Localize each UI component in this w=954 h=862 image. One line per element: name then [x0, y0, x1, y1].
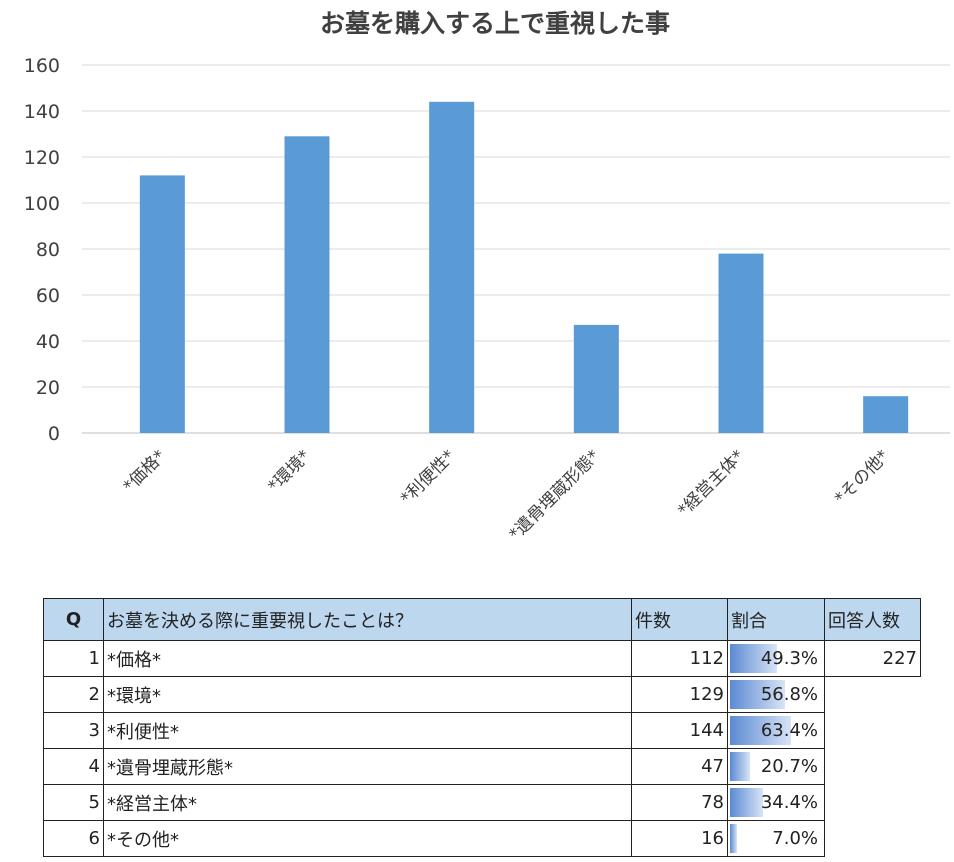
empty-cell	[825, 821, 921, 857]
row-label: *価格*	[103, 640, 632, 677]
row-ratio: 56.8%	[727, 676, 825, 713]
y-tick-label: 160	[24, 55, 60, 77]
row-count: 78	[631, 784, 728, 821]
row-count: 129	[631, 676, 728, 713]
respondents-value: 227	[824, 640, 921, 677]
table-row: 2 *環境* 129 56.8%	[43, 676, 921, 713]
ratio-bar	[730, 752, 750, 781]
bar	[139, 175, 185, 433]
row-ratio: 49.3%	[727, 640, 825, 677]
bar	[718, 253, 764, 433]
row-number: 5	[43, 784, 104, 821]
header-count: 件数	[631, 598, 728, 641]
ratio-value: 56.8%	[760, 684, 818, 705]
results-table: Q お墓を決める際に重要視したことは？ 件数 割合 回答人数 1 *価格* 112 4…	[43, 598, 921, 857]
row-number: 6	[43, 820, 104, 857]
header-ratio: 割合	[727, 598, 825, 641]
row-number: 2	[43, 676, 104, 713]
table-row: 4 *遺骨埋蔵形態* 47 20.7%	[43, 748, 921, 785]
empty-cell	[825, 785, 921, 821]
ratio-bar	[730, 716, 791, 745]
bar-chart: お墓を購入する上で重視した事 0 20 40 60 80 100 120 140 160 *価格…	[24, 9, 950, 545]
ratio-value: 49.3%	[760, 648, 818, 669]
header-respondents: 回答人数	[824, 598, 921, 641]
table-row: 5 *経営主体* 78 34.4%	[43, 784, 921, 821]
empty-cell	[825, 713, 921, 749]
x-tick-label: *経営主体*	[674, 446, 748, 520]
y-axis: 0 20 40 60 80 100 120 140 160	[24, 55, 60, 445]
row-label: *その他*	[103, 820, 632, 857]
y-tick-label: 120	[24, 147, 60, 169]
y-tick-label: 40	[36, 331, 60, 353]
header-q: Q	[43, 598, 104, 641]
row-count: 144	[631, 712, 728, 749]
ratio-bar	[730, 824, 737, 853]
row-ratio: 63.4%	[727, 712, 825, 749]
ratio-value: 34.4%	[760, 792, 818, 813]
bars	[139, 101, 909, 434]
x-tick-label: *価格*	[120, 446, 170, 496]
empty-cell	[825, 677, 921, 713]
row-label: *遺骨埋蔵形態*	[103, 748, 632, 785]
bar	[429, 101, 475, 434]
row-label: *経営主体*	[103, 784, 632, 821]
row-count: 112	[631, 640, 728, 677]
bar	[863, 396, 909, 433]
chart-title: お墓を購入する上で重視した事	[320, 9, 670, 38]
gridlines	[82, 64, 950, 434]
y-tick-label: 80	[36, 239, 60, 261]
ratio-value: 20.7%	[760, 756, 818, 777]
y-tick-label: 140	[24, 101, 60, 123]
header-question: お墓を決める際に重要視したことは？	[103, 598, 632, 641]
table-row: 1 *価格* 112 49.3% 227	[43, 640, 921, 677]
y-tick-label: 60	[36, 285, 60, 307]
table-header-row: Q お墓を決める際に重要視したことは？ 件数 割合 回答人数	[43, 598, 921, 641]
x-tick-label: *その他*	[831, 446, 893, 508]
row-number: 3	[43, 712, 104, 749]
row-count: 47	[631, 748, 728, 785]
table-row: 6 *その他* 16 7.0%	[43, 820, 921, 857]
x-tick-label: *利便性*	[397, 446, 459, 508]
ratio-bar	[730, 644, 778, 673]
x-tick-label: *遺骨埋蔵形態*	[506, 446, 604, 544]
row-ratio: 7.0%	[727, 820, 825, 857]
ratio-bar	[730, 788, 764, 817]
y-tick-label: 0	[48, 423, 60, 445]
empty-cell	[825, 749, 921, 785]
row-count: 16	[631, 820, 728, 857]
row-number: 1	[43, 640, 104, 677]
table-row: 3 *利便性* 144 63.4%	[43, 712, 921, 749]
y-tick-label: 20	[36, 377, 60, 399]
y-tick-label: 100	[24, 193, 60, 215]
row-label: *環境*	[103, 676, 632, 713]
ratio-bar	[730, 680, 785, 709]
x-axis: *価格* *環境* *利便性* *遺骨埋蔵形態* *経営主体* *その他*	[120, 446, 894, 544]
row-label: *利便性*	[103, 712, 632, 749]
row-number: 4	[43, 748, 104, 785]
row-ratio: 20.7%	[727, 748, 825, 785]
ratio-value: 63.4%	[760, 720, 818, 741]
bar	[573, 324, 619, 433]
bar	[284, 136, 330, 434]
ratio-value: 7.0%	[772, 828, 818, 849]
x-tick-label: *環境*	[264, 446, 314, 496]
row-ratio: 34.4%	[727, 784, 825, 821]
